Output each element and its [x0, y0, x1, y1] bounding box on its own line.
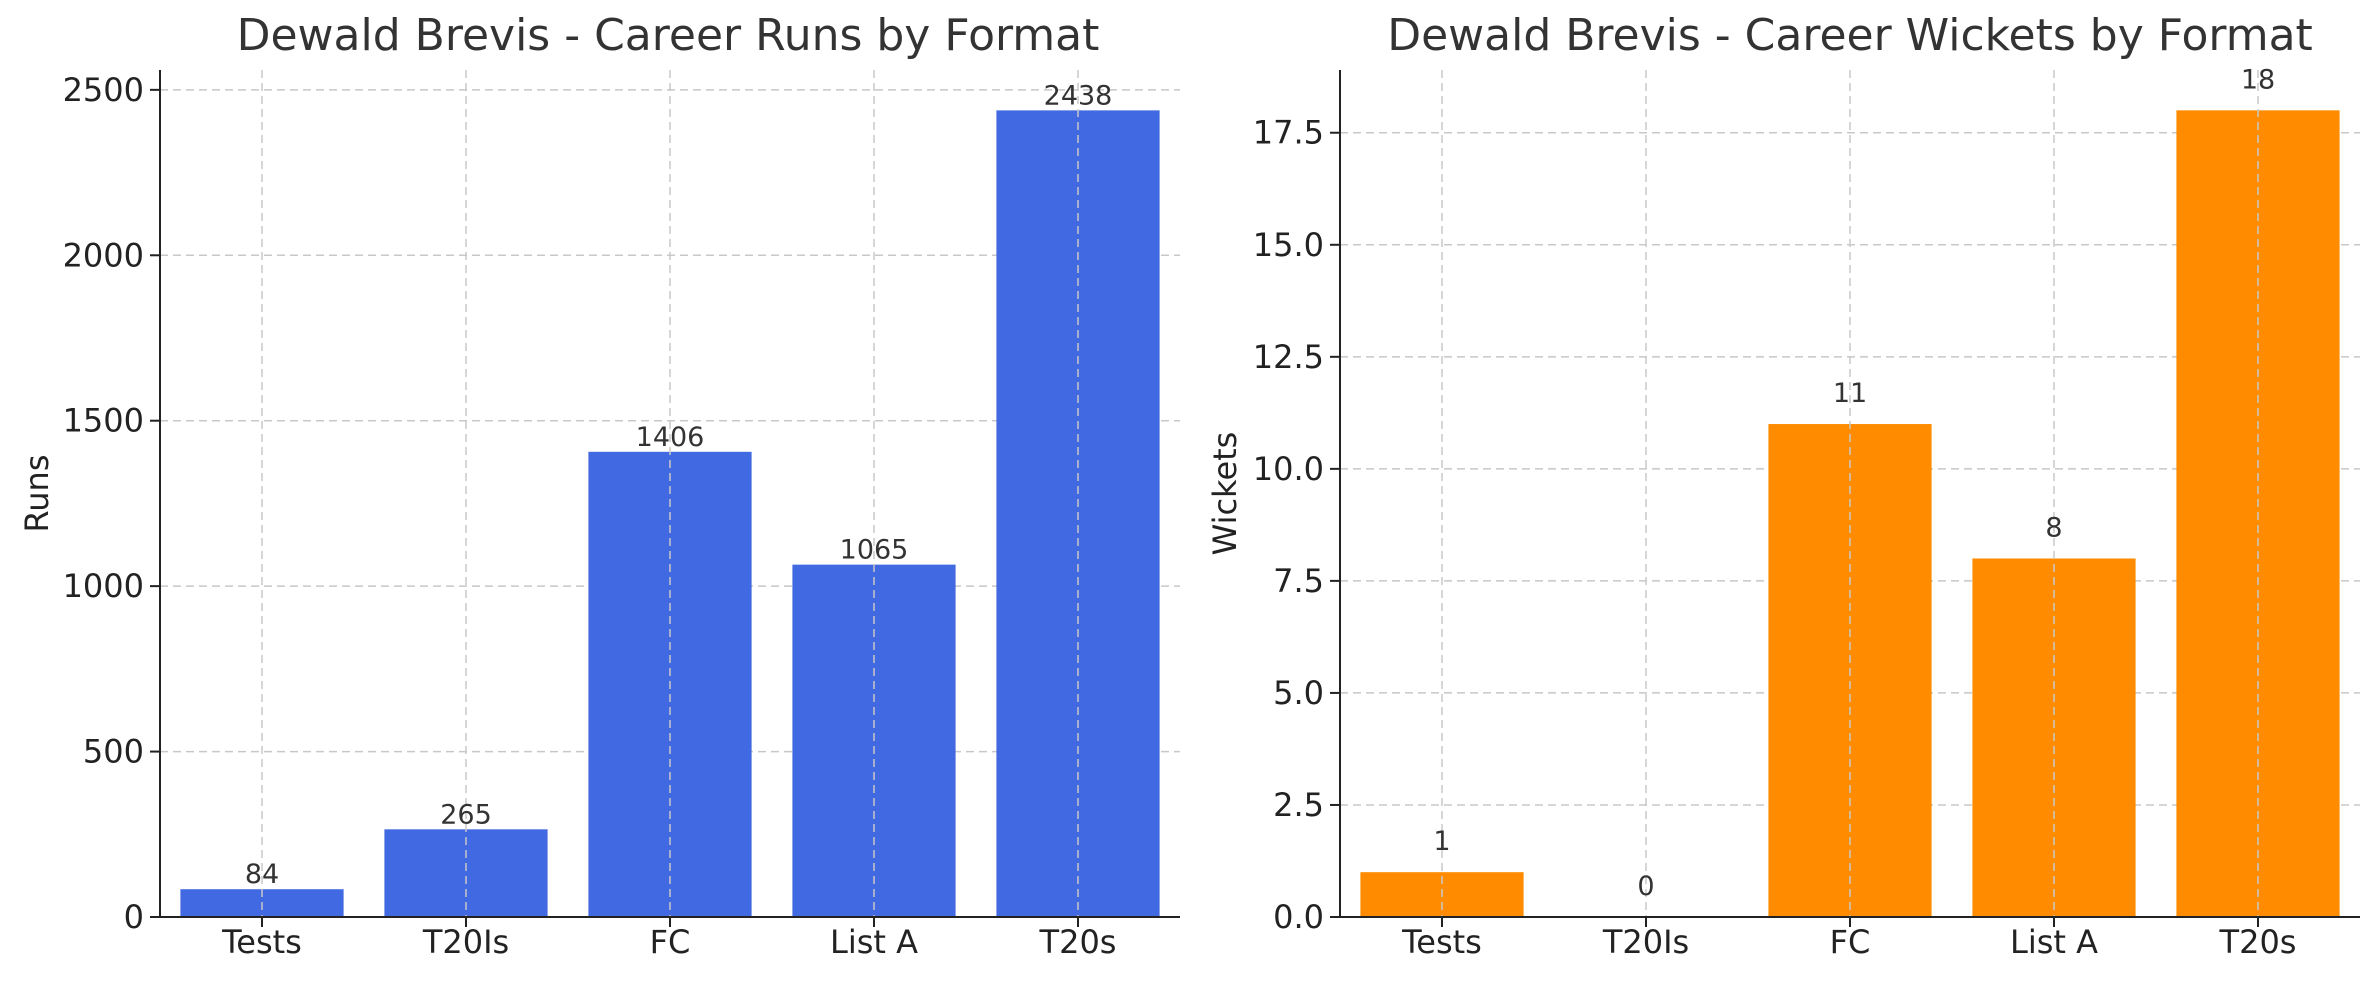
wickets-ytick-label: 7.5: [1273, 562, 1324, 600]
wickets-ytick-label: 10.0: [1253, 450, 1324, 488]
wickets-ytick-label: 15.0: [1253, 226, 1324, 264]
runs-data-label: 84: [245, 859, 279, 890]
wickets-ytick-label: 12.5: [1253, 338, 1324, 376]
wickets-ytick-label: 2.5: [1273, 786, 1324, 824]
wickets-data-label: 8: [2045, 512, 2062, 543]
runs-xtick-label: List A: [830, 923, 918, 961]
runs-xtick-label: T20s: [1039, 923, 1117, 961]
wickets-y-axis-label: Wickets: [1206, 432, 1244, 556]
wickets-data-label: 1: [1433, 826, 1450, 857]
wickets-ytick-label: 5.0: [1273, 674, 1324, 712]
wickets-ytick-label: 0.0: [1273, 898, 1324, 936]
runs-ytick-label: 2500: [63, 71, 144, 109]
runs-data-label: 265: [440, 799, 492, 830]
wickets-xtick-label: List A: [2010, 923, 2098, 961]
wickets-chart-panel: 0.0 2.5 5.0 7.5 10.0 12.5 15.0 17.5 Tests T20Is FC…: [1206, 10, 2360, 961]
runs-chart-panel: 0 500 1000 1500 2000 2500 Tests T20Is FC List A T2…: [18, 10, 1180, 961]
runs-ytick-label: 0: [124, 898, 144, 936]
wickets-data-label: 18: [2241, 64, 2275, 95]
runs-ytick-label: 1500: [63, 402, 144, 440]
runs-ytick-label: 500: [83, 733, 144, 771]
runs-chart-title: Dewald Brevis - Career Runs by Format: [237, 10, 1100, 61]
runs-data-label: 2438: [1044, 80, 1113, 111]
runs-data-label: 1065: [840, 535, 909, 566]
runs-ytick-label: 2000: [63, 236, 144, 274]
wickets-data-label: 0: [1637, 871, 1654, 902]
wickets-xtick-label: T20s: [2219, 923, 2297, 961]
wickets-xtick-label: FC: [1830, 923, 1871, 961]
runs-xtick-label: FC: [650, 923, 691, 961]
runs-ytick-label: 1000: [63, 567, 144, 605]
wickets-xtick-label: Tests: [1401, 923, 1482, 961]
runs-y-axis-label: Runs: [18, 454, 56, 532]
runs-xtick-label: Tests: [221, 923, 302, 961]
wickets-chart-title: Dewald Brevis - Career Wickets by Format: [1387, 10, 2313, 61]
wickets-ytick-label: 17.5: [1253, 114, 1324, 152]
wickets-xtick-label: T20Is: [1602, 923, 1689, 961]
wickets-data-label: 11: [1833, 378, 1867, 409]
runs-data-label: 1406: [636, 422, 705, 453]
runs-xtick-label: T20Is: [422, 923, 509, 961]
